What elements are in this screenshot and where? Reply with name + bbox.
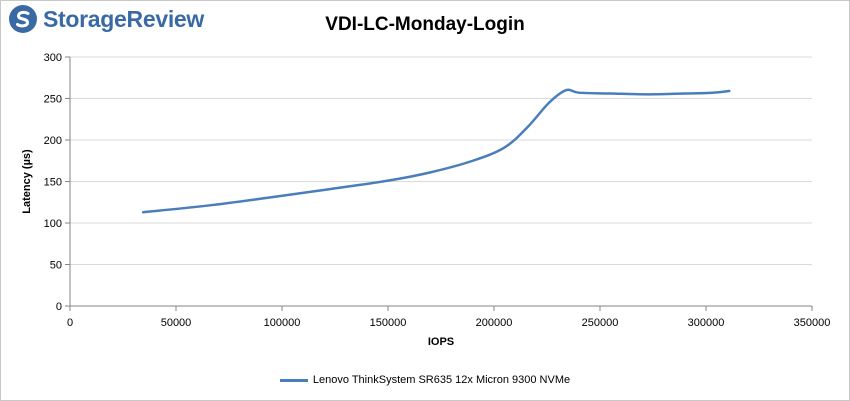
series-line — [141, 88, 731, 214]
x-tick-label: 100000 — [264, 317, 301, 329]
y-tick-label: 50 — [50, 260, 62, 272]
x-tick-label: 0 — [67, 317, 73, 329]
storagereview-logo-icon — [9, 5, 37, 33]
x-tick-label: 50000 — [161, 317, 192, 329]
x-tick-label: 300000 — [688, 317, 725, 329]
y-tick-label: 250 — [44, 94, 62, 106]
x-tick-label: 250000 — [582, 317, 619, 329]
y-tick-label: 200 — [44, 135, 62, 147]
legend: Lenovo ThinkSystem SR635 12x Micron 9300… — [0, 374, 850, 386]
brand-logo: StorageReview — [8, 4, 204, 34]
legend-label: Lenovo ThinkSystem SR635 12x Micron 9300… — [312, 374, 571, 386]
y-axis-title: Latency (µs) — [21, 149, 33, 214]
y-tick-label: 100 — [44, 218, 62, 230]
x-tick-label: 200000 — [476, 317, 513, 329]
brand-name: StorageReview — [43, 5, 204, 32]
chart-title: VDI-LC-Monday-Login — [325, 14, 525, 35]
legend-swatch — [279, 378, 308, 382]
y-tick-label: 150 — [44, 177, 62, 189]
y-tick-label: 0 — [56, 301, 62, 313]
x-axis-title: IOPS — [428, 336, 454, 348]
x-tick-label: 150000 — [370, 317, 407, 329]
y-tick-label: 300 — [44, 52, 62, 64]
x-tick-label: 350000 — [794, 317, 831, 329]
